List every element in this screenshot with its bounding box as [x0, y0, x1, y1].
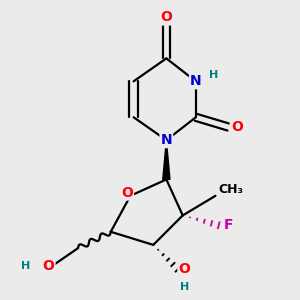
Text: O: O — [121, 185, 133, 200]
Text: O: O — [231, 120, 243, 134]
Text: O: O — [160, 11, 172, 25]
Text: F: F — [224, 218, 233, 232]
Text: H: H — [180, 282, 189, 292]
Text: H: H — [21, 261, 30, 271]
Text: CH₃: CH₃ — [219, 183, 244, 196]
Text: O: O — [178, 262, 190, 276]
Text: N: N — [160, 133, 172, 147]
Text: O: O — [43, 259, 55, 273]
Polygon shape — [163, 140, 170, 179]
Text: H: H — [209, 70, 218, 80]
Text: N: N — [190, 74, 202, 88]
